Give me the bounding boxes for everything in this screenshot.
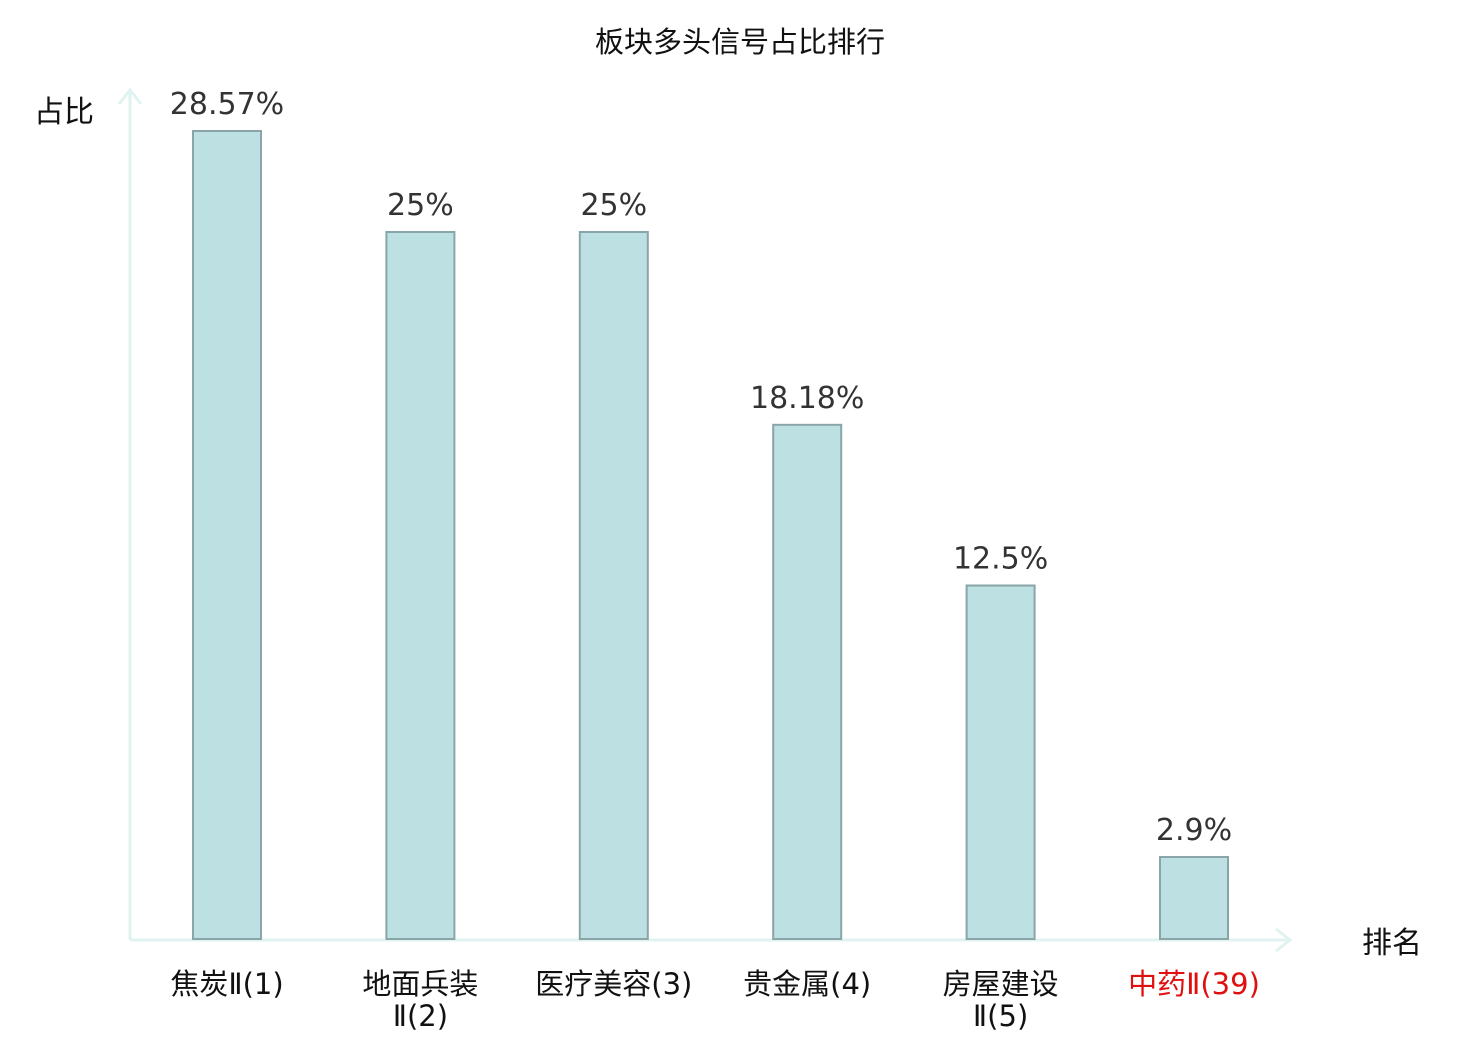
x-axis-arrow-icon xyxy=(1275,927,1293,953)
y-axis-label: 占比 xyxy=(34,95,94,130)
x-tick-label: 贵金属(4) xyxy=(743,967,871,1001)
x-tick-label: 焦炭Ⅱ(1) xyxy=(170,967,283,1001)
x-tick-label: 地面兵装 xyxy=(362,967,478,1001)
bar-value-label: 28.57% xyxy=(170,87,284,122)
bar xyxy=(578,231,649,940)
bar xyxy=(965,584,1036,940)
x-tick-label: 房屋建设 xyxy=(943,967,1059,1001)
x-tick-label: 中药Ⅱ(39) xyxy=(1128,967,1260,1001)
axes xyxy=(117,87,1293,953)
x-tick-label: 医疗美容(3) xyxy=(535,967,692,1001)
bar-value-label: 25% xyxy=(387,188,454,223)
value-labels-group: 28.57% 25% 25% 18.18% 12.5% 2.9% xyxy=(170,87,1232,848)
x-tick-label: Ⅱ(2) xyxy=(393,999,448,1033)
bars-group xyxy=(192,130,1229,940)
y-axis-arrow-icon xyxy=(117,87,143,105)
bar-value-label: 25% xyxy=(580,188,647,223)
x-tick-label: Ⅱ(5) xyxy=(973,999,1028,1033)
bar xyxy=(385,231,456,940)
bar xyxy=(192,130,262,940)
bar-value-label: 18.18% xyxy=(750,381,864,416)
chart-title: 板块多头信号占比排行 xyxy=(595,25,885,59)
bar-value-label: 2.9% xyxy=(1156,813,1232,848)
bar xyxy=(772,423,843,940)
bar xyxy=(1159,856,1229,940)
x-axis-label: 排名 xyxy=(1362,926,1422,961)
bar-value-label: 12.5% xyxy=(953,542,1048,577)
